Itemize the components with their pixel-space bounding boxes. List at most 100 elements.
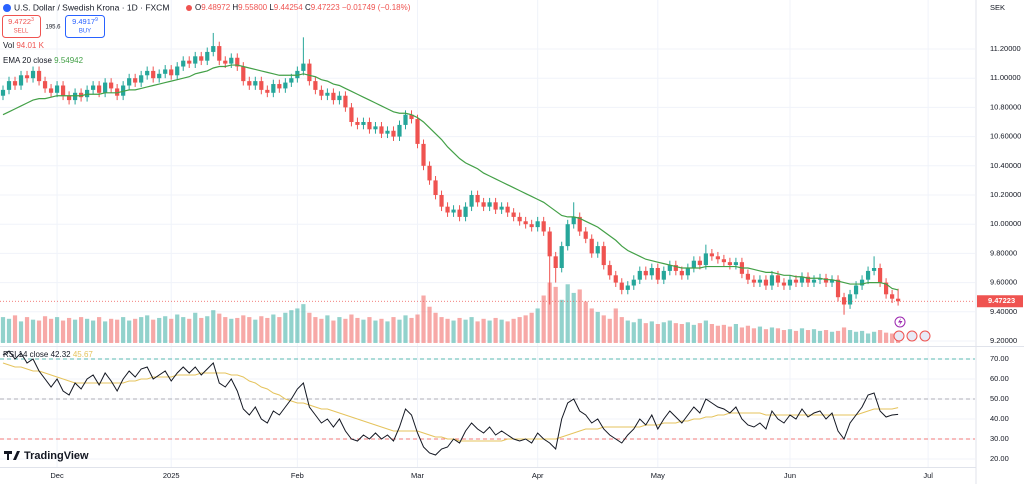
- buy-pip[interactable]: 9: [95, 17, 98, 23]
- candle-body: [127, 78, 132, 86]
- volume-bar: [463, 319, 468, 343]
- candle-body: [36, 70, 42, 82]
- volume-bar: [829, 331, 835, 343]
- volume-bar: [469, 317, 474, 343]
- volume-bar: [775, 328, 781, 343]
- candle-body: [865, 270, 871, 280]
- sell-pip[interactable]: 3: [31, 17, 34, 23]
- volume-bar: [247, 317, 252, 343]
- volume-bar: [265, 317, 270, 343]
- candle-body: [841, 297, 847, 305]
- logo-mark: [4, 451, 20, 460]
- candle-body: [181, 60, 186, 67]
- flag-icon[interactable]: [893, 330, 905, 342]
- candle-body: [499, 206, 504, 210]
- volume-bar: [91, 320, 96, 343]
- volume-bar: [751, 328, 757, 343]
- candle-body: [211, 46, 216, 52]
- candle-body: [403, 114, 408, 125]
- sell-price[interactable]: 9.47223: [8, 17, 34, 26]
- volume-bar: [60, 320, 66, 343]
- volume-bar: [607, 318, 612, 343]
- volume-bar: [493, 317, 498, 343]
- volume-bar: [427, 306, 432, 343]
- y-tick-label: 30.00: [990, 434, 1009, 443]
- rsi-legend: RSI 14 close 42.32 45.67: [3, 350, 93, 359]
- candle-body: [703, 253, 708, 266]
- candle-body: [811, 279, 817, 283]
- volume-bar: [565, 284, 570, 343]
- volume-bar: [559, 299, 564, 343]
- candle-body: [241, 66, 246, 82]
- candle-body: [445, 206, 450, 213]
- x-tick-label: Jun: [784, 471, 796, 480]
- candle-body: [745, 273, 751, 280]
- candle-body: [361, 121, 366, 125]
- candle-body: [493, 202, 498, 210]
- candle-body: [66, 95, 72, 101]
- ema-legend: EMA 20 close 9.54942: [3, 56, 84, 65]
- volume-bar: [337, 317, 342, 343]
- buy-box[interactable]: [65, 15, 105, 38]
- candle-body: [193, 56, 198, 64]
- volume-bar: [109, 318, 114, 343]
- buy-price[interactable]: 9.49179: [72, 17, 98, 26]
- legend-name: RSI 14 close: [3, 350, 49, 359]
- volume-bar: [151, 319, 156, 343]
- buy-button[interactable]: 9.49179 BUY: [65, 15, 105, 38]
- volume-bar: [745, 325, 751, 343]
- candle-body: [343, 95, 348, 108]
- symbol-icon: [3, 4, 11, 12]
- candle-body: [679, 270, 684, 276]
- volume-bar: [739, 327, 745, 343]
- volume-bar: [187, 318, 192, 343]
- volume-bar: [115, 319, 120, 343]
- candle-body: [139, 75, 144, 83]
- flag-icon[interactable]: [906, 330, 918, 342]
- volume-bar: [235, 317, 240, 343]
- y-tick-label: 10.80000: [990, 102, 1021, 111]
- candle-body: [721, 259, 726, 263]
- volume-bar: [283, 312, 288, 343]
- candle-body: [571, 216, 576, 225]
- candle-body: [121, 85, 126, 96]
- sell-box[interactable]: [2, 15, 41, 38]
- volume-bar: [145, 315, 150, 343]
- volume-bar: [229, 318, 234, 343]
- candle-body: [637, 270, 642, 280]
- volume-bar: [793, 330, 799, 343]
- y-tick-label: 10.60000: [990, 132, 1021, 141]
- flag-icon[interactable]: [919, 330, 931, 342]
- buy-price-main[interactable]: 9.4917: [72, 17, 95, 26]
- spread: 195.6: [45, 25, 61, 31]
- volume-bar: [331, 320, 336, 343]
- candle-body: [896, 298, 901, 302]
- candle-body: [781, 282, 787, 286]
- candle-body: [859, 279, 865, 286]
- volume-bar: [643, 323, 648, 343]
- volume-bar: [799, 328, 805, 343]
- volume-bar: [853, 331, 859, 343]
- candle-body: [523, 221, 528, 225]
- candle-body: [199, 56, 204, 61]
- volume-bar: [30, 319, 36, 343]
- sell-button[interactable]: 9.47223 SELL: [2, 15, 41, 38]
- sell-price-main[interactable]: 9.4722: [8, 17, 31, 26]
- legend-value: 9.54942: [54, 56, 83, 65]
- buy-label[interactable]: BUY: [79, 29, 91, 35]
- volume-bar: [42, 316, 48, 343]
- sell-label[interactable]: SELL: [14, 29, 29, 35]
- candle-body: [709, 253, 714, 257]
- candle-body: [277, 84, 282, 89]
- volume-bar: [505, 321, 510, 343]
- volume-bar: [553, 286, 558, 343]
- volume-bar: [625, 320, 630, 343]
- candle-body: [187, 60, 192, 64]
- volume-bar: [685, 322, 690, 343]
- volume-bar: [787, 329, 793, 343]
- ema-line: [2, 64, 899, 291]
- volume-bar: [277, 317, 282, 343]
- volume-bar: [811, 329, 817, 343]
- candle-body: [787, 279, 793, 286]
- candle-body: [247, 81, 252, 86]
